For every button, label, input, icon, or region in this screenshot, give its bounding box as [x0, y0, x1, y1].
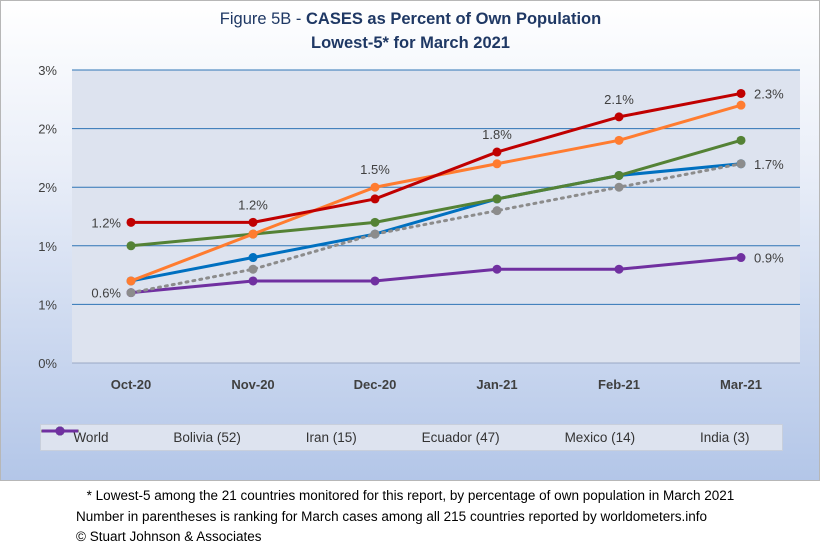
y-tick-label: 3% — [38, 63, 57, 78]
legend-label: Mexico (14) — [564, 430, 636, 445]
data-label: 1.8% — [482, 127, 512, 142]
data-label: 1.2% — [238, 197, 268, 212]
series-line — [130, 162, 742, 283]
series-point — [248, 276, 258, 286]
series-point — [736, 135, 746, 145]
series-point — [370, 229, 380, 239]
title-prefix: Figure 5B - — [219, 10, 306, 28]
x-tick-label: Oct-20 — [111, 377, 151, 392]
series-line — [130, 256, 742, 295]
series-point — [492, 159, 502, 169]
series-point — [370, 276, 380, 286]
data-label: 1.5% — [360, 162, 390, 177]
y-tick-label: 1% — [38, 297, 57, 312]
x-tick-label: Mar-21 — [720, 377, 762, 392]
x-tick-label: Feb-21 — [598, 377, 640, 392]
legend-item: Bolivia (52) — [42, 426, 241, 445]
series-point — [614, 135, 624, 145]
legend-item: Iran (15) — [42, 426, 357, 445]
series-point — [736, 253, 746, 263]
series-point — [492, 264, 502, 274]
series-point — [614, 264, 624, 274]
legend-item: Ecuador (47) — [42, 426, 500, 445]
legend-label: World — [73, 430, 109, 445]
legend-label: Bolivia (52) — [173, 430, 241, 445]
series-point — [248, 253, 258, 263]
series-point — [248, 229, 258, 239]
legend-item: India (3) — [42, 426, 750, 445]
legend-label: Iran (15) — [305, 430, 357, 445]
series-point — [736, 100, 746, 110]
data-label: 0.9% — [754, 251, 784, 266]
x-tick-label: Dec-20 — [354, 377, 397, 392]
line-chart: 0% 1% 1% 2% 2% 3% Oct-20 Nov-20 Dec-20 Jan-21 Feb-… — [38, 63, 800, 392]
footnote-ranking: Number in parentheses is ranking for Mar… — [76, 509, 708, 524]
series-point — [126, 241, 136, 251]
series-point — [126, 217, 136, 227]
data-label: 1.7% — [754, 157, 784, 172]
series-point — [614, 182, 624, 192]
series-line — [130, 138, 742, 248]
chart-title: Figure 5B - CASES as Percent of Own Popu… — [0, 10, 821, 29]
series-point — [248, 264, 258, 274]
series-line — [129, 162, 743, 295]
footnote-lowest5: * Lowest-5 among the 21 countries monito… — [86, 488, 735, 503]
series-point — [492, 194, 502, 204]
series-point — [126, 276, 136, 286]
data-label: 0.6% — [91, 286, 121, 301]
series-point — [736, 88, 746, 98]
chart-subtitle: Lowest-5* for March 2021 — [311, 34, 510, 52]
series-point — [370, 182, 380, 192]
series-point — [736, 159, 746, 169]
footnote-copyright: © Stuart Johnson & Associates — [76, 529, 262, 544]
series-point — [614, 112, 624, 122]
data-label: 1.2% — [91, 215, 121, 230]
series-point — [126, 288, 136, 298]
series-point — [492, 147, 502, 157]
title-bold: CASES as Percent of Own Population — [305, 10, 602, 28]
series-point — [492, 206, 502, 216]
series-line — [131, 91, 742, 224]
legend-symbol — [42, 426, 78, 436]
y-tick-label: 2% — [38, 122, 57, 137]
legend-label: India (3) — [699, 430, 750, 445]
legend-item: Mexico (14) — [42, 426, 636, 445]
x-tick-label: Nov-20 — [231, 377, 274, 392]
series-point — [614, 170, 624, 180]
data-label: 2.3% — [754, 86, 784, 101]
chart-legend: World Bolivia (52) Iran (15) Ecuador (47) Me… — [40, 424, 783, 451]
legend-label: Ecuador (47) — [421, 430, 500, 445]
y-tick-label: 1% — [38, 239, 57, 254]
series-point — [370, 194, 380, 204]
x-tick-label: Jan-21 — [476, 377, 517, 392]
series-point — [248, 217, 258, 227]
y-tick-label: 0% — [38, 356, 57, 371]
y-tick-label: 2% — [38, 180, 57, 195]
series-point — [370, 217, 380, 227]
data-label: 2.1% — [604, 92, 634, 107]
